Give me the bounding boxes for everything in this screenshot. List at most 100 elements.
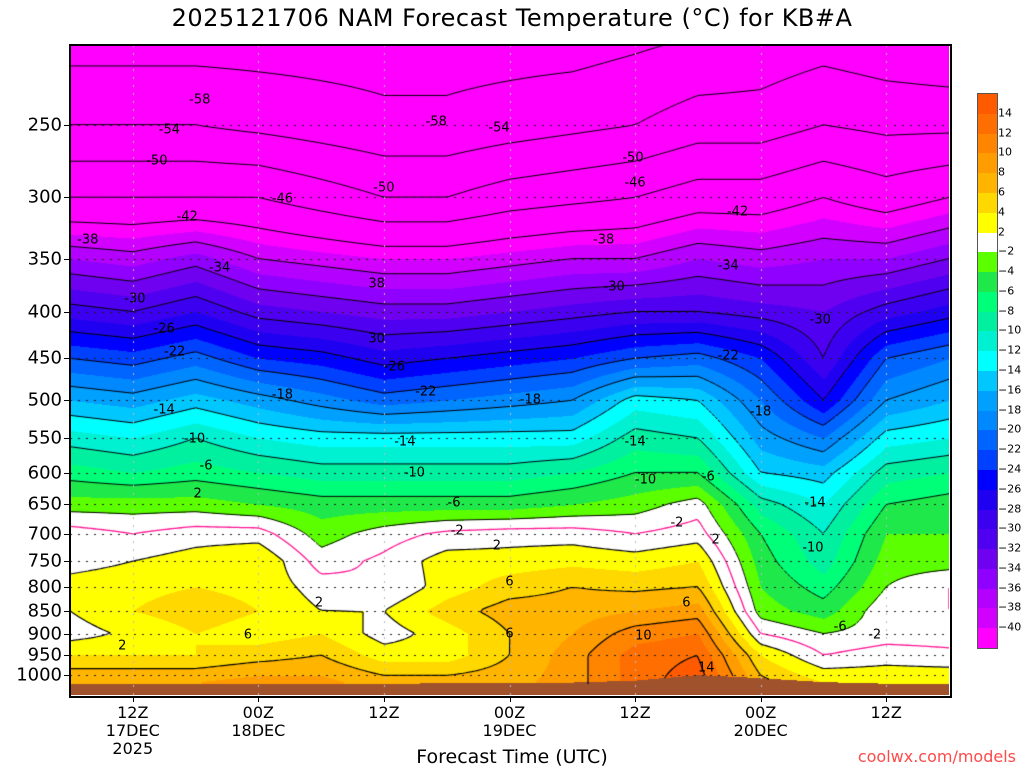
y-tick-mark <box>64 438 70 440</box>
colorbar-band <box>978 291 997 313</box>
contour-label: -34 <box>209 260 231 276</box>
colorbar-label: −8 <box>998 304 1015 318</box>
colorbar-band <box>978 568 997 590</box>
y-tick-mark <box>64 504 70 506</box>
contour-label: -14 <box>153 402 175 418</box>
contour-label: -26 <box>383 359 406 375</box>
colorbar-label: 8 <box>998 165 1005 179</box>
y-tick-mark <box>64 533 70 535</box>
contour-label: -50 <box>373 180 395 196</box>
colorbar-band <box>978 232 997 253</box>
colorbar-band <box>978 153 997 174</box>
y-tick-label: 550 <box>27 427 62 449</box>
y-tick-mark <box>64 197 70 199</box>
contour-label: 38 <box>368 276 385 292</box>
colorbar-label: −26 <box>998 482 1022 496</box>
colorbar <box>977 93 998 649</box>
colorbar-label: 6 <box>998 185 1005 199</box>
contour-label: -10 <box>403 465 425 481</box>
contour-label: -18 <box>750 404 772 420</box>
y-tick-mark <box>64 654 70 656</box>
y-tick-mark <box>64 311 70 313</box>
colorbar-band <box>978 390 997 412</box>
y-tick-label: 1000 <box>16 664 62 686</box>
contour-label: -6 <box>199 458 213 474</box>
contour-label: -22 <box>717 348 739 364</box>
x-tick-label: 12Z <box>368 703 400 722</box>
x-tick-label: 00Z 20DEC <box>733 703 788 740</box>
colorbar-band <box>978 331 997 352</box>
x-tick-mark <box>886 696 888 702</box>
x-axis-title: Forecast Time (UTC) <box>416 746 608 768</box>
contour-label: -54 <box>158 122 181 138</box>
contour-label: -18 <box>519 392 542 408</box>
colorbar-band <box>978 351 997 372</box>
colorbar-label: 12 <box>998 126 1012 140</box>
contour-label: -2 <box>670 515 684 531</box>
colorbar-label: −30 <box>998 521 1022 535</box>
colorbar-label: −14 <box>998 363 1022 377</box>
colorbar-band <box>978 371 997 392</box>
y-tick-label: 300 <box>27 186 62 208</box>
x-tick-mark <box>132 696 134 702</box>
y-tick-mark <box>64 561 70 563</box>
x-tick-mark <box>383 696 385 702</box>
contour-label: -58 <box>425 114 447 130</box>
plot-area: -58 -54 -50 -46 -42 -38 -34 -30 -26 -22 -18 -14 -10-… <box>70 45 949 695</box>
x-tick-label: 00Z 19DEC <box>482 703 537 740</box>
contour-label: -10 <box>634 472 657 488</box>
colorbar-label: −28 <box>998 502 1022 515</box>
contour-label: -22 <box>164 344 186 360</box>
contour-label: -2 <box>868 627 882 643</box>
colorbar-label: −22 <box>998 442 1022 456</box>
contour-label: -2 <box>450 523 464 539</box>
contour-label: -38 <box>593 232 615 248</box>
contour-label: 6 <box>505 574 514 590</box>
contour-label: -6 <box>447 495 461 510</box>
contour-label: -14 <box>394 434 416 450</box>
contour-label: 6 <box>682 595 691 611</box>
colorbar-band <box>978 628 997 649</box>
colorbar-band <box>978 173 997 194</box>
x-tick-mark <box>760 696 762 702</box>
credit-link[interactable]: coolwx.com/models <box>857 747 1016 766</box>
colorbar-band <box>978 113 997 135</box>
x-tick-mark <box>509 696 511 702</box>
contour-label: 2 <box>193 486 202 502</box>
contour-label: -26 <box>153 321 175 337</box>
contour-label: -6 <box>833 619 847 635</box>
colorbar-band <box>978 469 997 491</box>
contour-label: 14 <box>697 660 715 676</box>
contour-label: 6 <box>243 627 253 643</box>
y-tick-label: 400 <box>27 301 62 323</box>
contour-label: -6 <box>701 469 715 485</box>
colorbar-label: −18 <box>998 403 1022 417</box>
y-tick-mark <box>64 358 70 360</box>
colorbar-label: −20 <box>998 422 1022 436</box>
y-tick-mark <box>64 633 70 635</box>
contour-label: -50 <box>622 150 644 166</box>
y-tick-label: 250 <box>27 114 62 136</box>
colorbar-band <box>978 410 997 431</box>
y-tick-label: 650 <box>27 493 62 515</box>
y-tick-mark <box>64 472 70 474</box>
colorbar-label: −4 <box>998 264 1015 278</box>
contour-label: -14 <box>624 434 646 450</box>
contour-label: -30 <box>124 291 146 307</box>
colorbar-band <box>978 489 997 510</box>
y-tick-mark <box>64 610 70 612</box>
x-tick-label: 00Z 18DEC <box>231 703 286 740</box>
contour-label: -14 <box>804 495 826 511</box>
y-tick-mark <box>64 125 70 126</box>
colorbar-label: −32 <box>998 541 1022 555</box>
colorbar-band <box>978 509 997 530</box>
colorbar-band <box>978 252 997 273</box>
colorbar-label: 10 <box>998 145 1012 159</box>
contour-label: 2 <box>711 532 720 548</box>
contour-label: -30 <box>603 279 625 295</box>
y-tick-label: 450 <box>27 347 62 369</box>
contour-label: 6 <box>505 626 514 642</box>
y-tick-label: 950 <box>27 644 62 666</box>
contour-label: -42 <box>176 209 198 225</box>
contour-label: 30 <box>368 331 385 347</box>
